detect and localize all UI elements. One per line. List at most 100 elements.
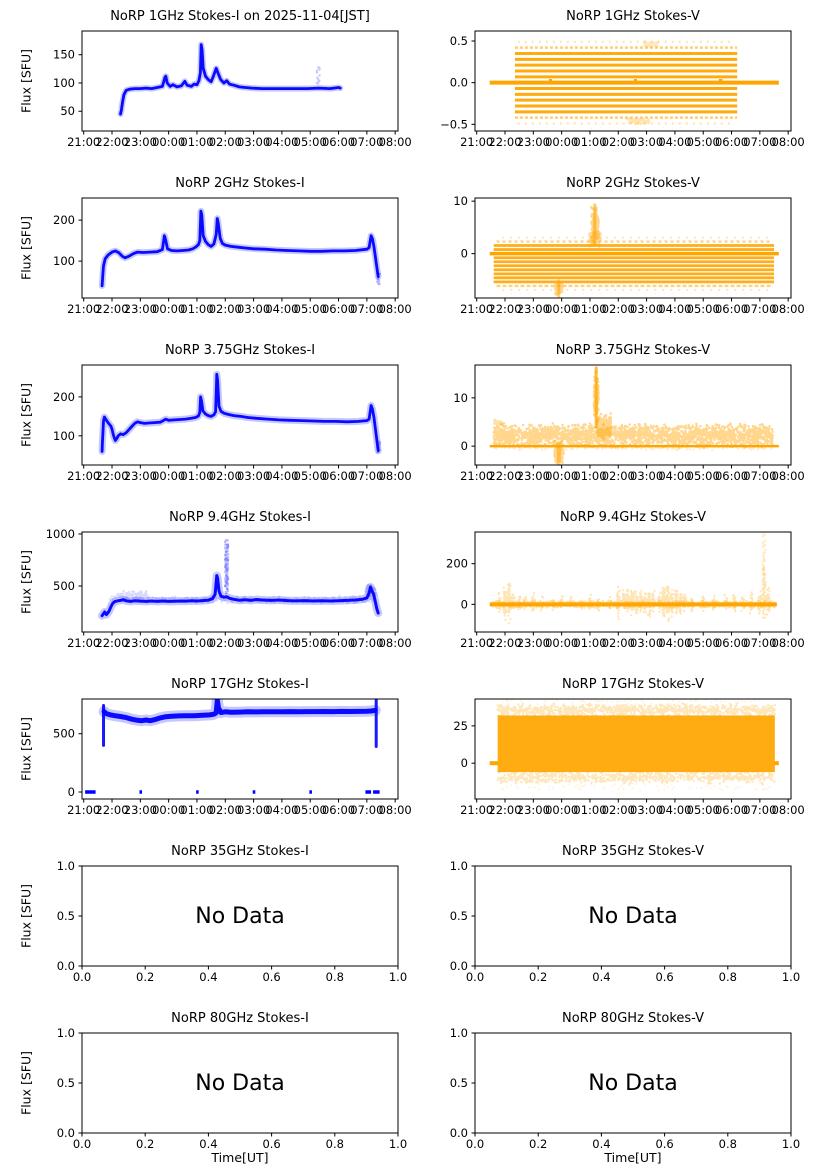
- svg-text:05:00: 05:00: [294, 302, 327, 316]
- svg-text:06:00: 06:00: [715, 469, 748, 483]
- svg-text:1.0: 1.0: [57, 859, 75, 873]
- svg-text:0.8: 0.8: [719, 1137, 737, 1151]
- svg-text:100: 100: [53, 254, 75, 268]
- svg-text:03:00: 03:00: [630, 469, 663, 483]
- panel-1ghz-stokes-i: NoRP 1GHz Stokes-I on 2025-11-04[JST] Fl…: [0, 0, 414, 167]
- svg-text:21:00: 21:00: [460, 803, 493, 817]
- svg-text:08:00: 08:00: [772, 135, 805, 149]
- svg-text:01:00: 01:00: [180, 803, 213, 817]
- panel-title: NoRP 3.75GHz Stokes-V: [555, 343, 711, 358]
- svg-text:21:00: 21:00: [67, 469, 100, 483]
- svg-text:07:00: 07:00: [743, 636, 776, 650]
- svg-text:50: 50: [60, 104, 75, 118]
- panel-35ghz-stokes-v: NoRP 35GHz Stokes-V 0.0 0.2 0.4 0.6 0.8 1.0 0.…: [413, 835, 827, 1002]
- svg-text:01:00: 01:00: [180, 302, 213, 316]
- svg-text:05:00: 05:00: [687, 469, 720, 483]
- svg-text:04:00: 04:00: [265, 469, 298, 483]
- svg-text:22:00: 22:00: [488, 803, 521, 817]
- svg-text:21:00: 21:00: [67, 135, 100, 149]
- svg-text:0.5: 0.5: [57, 909, 75, 923]
- svg-text:00:00: 00:00: [152, 469, 185, 483]
- svg-text:07:00: 07:00: [743, 803, 776, 817]
- svg-text:05:00: 05:00: [687, 135, 720, 149]
- panel-9-4ghz-stokes-v: NoRP 9.4GHz Stokes-V 21:00 22:00 23:00 00:0…: [413, 501, 827, 668]
- svg-text:0.2: 0.2: [529, 970, 547, 984]
- svg-text:01:00: 01:00: [573, 302, 606, 316]
- svg-text:07:00: 07:00: [350, 469, 383, 483]
- svg-text:1000: 1000: [46, 527, 75, 541]
- plot-1ghz-stokes-i: 21:0022:0023:0000:0001:0002:0003:0004:00…: [53, 30, 412, 149]
- svg-text:02:00: 02:00: [209, 469, 242, 483]
- plot-9-4ghz-stokes-i: 21:0022:0023:0000:0001:0002:0003:0004:00…: [46, 527, 412, 650]
- svg-text:06:00: 06:00: [715, 302, 748, 316]
- svg-text:00:00: 00:00: [152, 803, 185, 817]
- svg-text:06:00: 06:00: [715, 636, 748, 650]
- svg-text:22:00: 22:00: [488, 469, 521, 483]
- svg-text:22:00: 22:00: [95, 135, 128, 149]
- panel-title: NoRP 9.4GHz Stokes-I: [169, 510, 311, 525]
- svg-text:05:00: 05:00: [687, 803, 720, 817]
- svg-text:07:00: 07:00: [743, 302, 776, 316]
- svg-text:0.0: 0.0: [466, 1137, 484, 1151]
- svg-text:05:00: 05:00: [294, 469, 327, 483]
- svg-text:23:00: 23:00: [517, 469, 550, 483]
- svg-text:00:00: 00:00: [152, 636, 185, 650]
- svg-text:22:00: 22:00: [488, 135, 521, 149]
- plot-35ghz-stokes-i: 0.0 0.2 0.4 0.6 0.8 1.0 0.0 0.5 1.0: [57, 859, 407, 984]
- plot-17ghz-stokes-v: 21:0022:0023:0000:0001:0002:0003:0004:00…: [453, 698, 805, 817]
- svg-text:08:00: 08:00: [772, 469, 805, 483]
- svg-text:22:00: 22:00: [488, 302, 521, 316]
- svg-text:00:00: 00:00: [545, 636, 578, 650]
- svg-text:0.6: 0.6: [262, 970, 280, 984]
- svg-text:04:00: 04:00: [658, 135, 691, 149]
- svg-text:03:00: 03:00: [237, 135, 270, 149]
- svg-text:00:00: 00:00: [152, 135, 185, 149]
- svg-text:1.0: 1.0: [782, 970, 800, 984]
- svg-text:02:00: 02:00: [602, 803, 635, 817]
- svg-text:03:00: 03:00: [237, 636, 270, 650]
- svg-text:01:00: 01:00: [180, 636, 213, 650]
- plot-1ghz-stokes-v: 21:0022:0023:0000:0001:0002:0003:0004:00…: [440, 30, 805, 149]
- svg-text:08:00: 08:00: [379, 803, 412, 817]
- svg-text:01:00: 01:00: [573, 803, 606, 817]
- panel-title: NoRP 17GHz Stokes-V: [562, 677, 704, 692]
- panel-1ghz-stokes-v: NoRP 1GHz Stokes-V 21:00 22:00 23:00 00:00 0…: [413, 0, 827, 167]
- panel-35ghz-stokes-i: NoRP 35GHz Stokes-I Flux [SFU] 0.0 0.2 0.4…: [0, 835, 414, 1002]
- panel-80ghz-stokes-v: NoRP 80GHz Stokes-V 0.0 0.2 0.4 0.6 0.8 1.0 0.…: [413, 1002, 827, 1169]
- panel-title: NoRP 80GHz Stokes-I: [171, 1011, 309, 1026]
- panel-80ghz-stokes-i: NoRP 80GHz Stokes-I Flux [SFU] 0.0 0.2 0.4…: [0, 1002, 414, 1169]
- svg-text:01:00: 01:00: [180, 469, 213, 483]
- svg-text:0.8: 0.8: [326, 970, 344, 984]
- plot-3-75ghz-stokes-i: 21:0022:0023:0000:0001:0002:0003:0004:00…: [53, 364, 412, 483]
- svg-text:21:00: 21:00: [460, 636, 493, 650]
- svg-text:−0.5: −0.5: [440, 117, 468, 131]
- svg-text:04:00: 04:00: [658, 469, 691, 483]
- svg-text:05:00: 05:00: [687, 636, 720, 650]
- plot-17ghz-stokes-i: 21:0022:0023:0000:0001:0002:0003:0004:00…: [53, 698, 412, 817]
- panel-title: NoRP 2GHz Stokes-V: [566, 176, 700, 191]
- svg-text:07:00: 07:00: [350, 636, 383, 650]
- svg-text:03:00: 03:00: [630, 302, 663, 316]
- svg-text:00:00: 00:00: [152, 302, 185, 316]
- svg-text:23:00: 23:00: [517, 636, 550, 650]
- svg-text:0.5: 0.5: [57, 1076, 75, 1090]
- panel-2ghz-stokes-v: NoRP 2GHz Stokes-V 21:00 22:00 23:00 00:00 0…: [413, 167, 827, 334]
- svg-text:0.5: 0.5: [450, 909, 468, 923]
- plot-9-4ghz-stokes-v: 21:0022:0023:0000:0001:0002:0003:0004:00…: [446, 531, 805, 650]
- svg-text:01:00: 01:00: [573, 135, 606, 149]
- svg-text:23:00: 23:00: [124, 302, 157, 316]
- x-axis-label: Time[UT]: [211, 1150, 269, 1165]
- svg-text:08:00: 08:00: [379, 636, 412, 650]
- svg-text:150: 150: [53, 48, 75, 62]
- no-data-annotation: No Data: [588, 903, 678, 929]
- svg-text:0.4: 0.4: [199, 1137, 217, 1151]
- svg-text:04:00: 04:00: [265, 803, 298, 817]
- panel-title: NoRP 35GHz Stokes-I: [171, 844, 309, 859]
- svg-text:22:00: 22:00: [95, 636, 128, 650]
- svg-text:0.2: 0.2: [529, 1137, 547, 1151]
- svg-text:23:00: 23:00: [124, 636, 157, 650]
- svg-text:0: 0: [461, 597, 468, 611]
- panel-title: NoRP 17GHz Stokes-I: [171, 677, 309, 692]
- svg-text:04:00: 04:00: [658, 302, 691, 316]
